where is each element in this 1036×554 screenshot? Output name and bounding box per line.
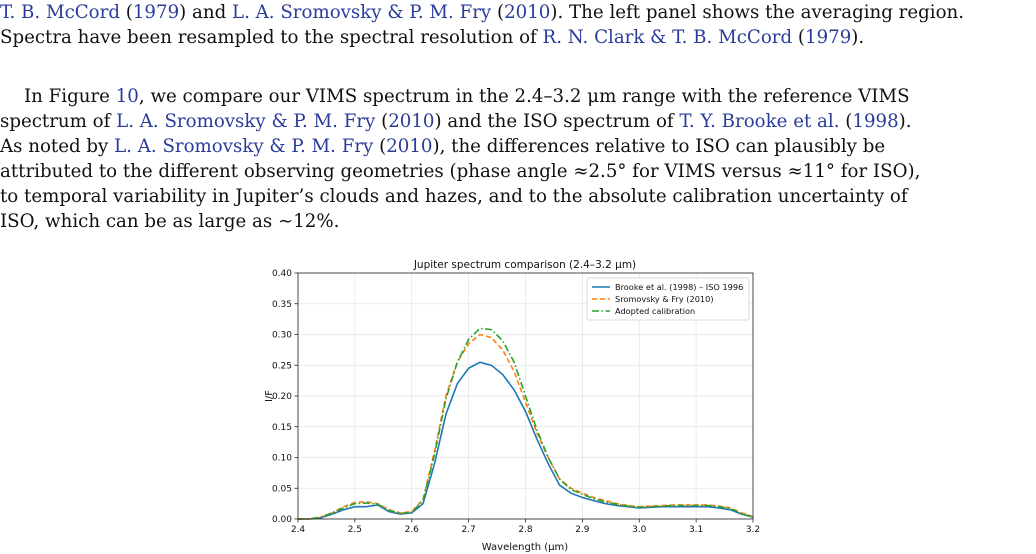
legend-box — [586, 277, 750, 321]
legend-label-3: Adopted calibration — [615, 306, 695, 316]
text-run: ). — [898, 111, 912, 132]
intro-line-1: T. B. McCord (1979) and L. A. Sromovsky … — [0, 0, 1030, 25]
text-run: ). The left panel shows the averaging re… — [550, 2, 965, 23]
text-run: ). — [851, 27, 865, 48]
text-run: to temporal variability in Jupiter’s clo… — [0, 186, 908, 207]
x-tick-label: 2.9 — [575, 525, 590, 535]
citation-link[interactable]: T. Y. Brooke et al. — [679, 111, 840, 132]
text-run: ) and — [179, 2, 233, 23]
text-run: ( — [839, 111, 853, 132]
body-line-6: ISO, which can be as large as ∼12%. — [0, 209, 1030, 234]
y-tick-label: 0.00 — [272, 515, 292, 525]
intro-line-2: Spectra have been resampled to the spect… — [0, 25, 1030, 50]
y-tick-label: 0.40 — [272, 269, 292, 279]
chart-ticks: 2.4 2.5 2.6 2.7 2.8 2.9 3.0 3.1 3.2 0.00 0.05 0.10 0… — [272, 269, 760, 535]
comparison-paragraph: In Figure 10, we compare our VIMS spectr… — [0, 84, 1030, 234]
citation-link[interactable]: 2010 — [386, 136, 433, 157]
citation-link[interactable]: 1979 — [132, 2, 180, 23]
legend-label-2: Sromovsky & Fry (2010) — [615, 294, 714, 304]
y-tick-label: 0.20 — [272, 392, 292, 402]
text-run: In Figure — [24, 86, 116, 107]
y-tick-label: 0.30 — [272, 331, 292, 341]
text-run: ISO, which can be as large as ∼12%. — [0, 211, 340, 232]
x-tick-label: 2.6 — [405, 525, 420, 535]
x-tick-label: 2.8 — [518, 525, 533, 535]
text-run: spectrum of — [0, 111, 117, 132]
x-tick-label: 2.4 — [291, 525, 306, 535]
body-line-2: spectrum of L. A. Sromovsky & P. M. Fry … — [0, 109, 1030, 134]
x-tick-label: 3.2 — [746, 525, 760, 535]
chart-legend: Brooke et al. (1998) – ISO 1996 Sromovsky… — [586, 277, 750, 321]
x-tick-label: 2.5 — [348, 525, 362, 535]
text-run: As noted by — [0, 136, 115, 157]
text-run: ( — [491, 2, 505, 23]
x-tick-label: 3.0 — [632, 525, 647, 535]
series-line-1 — [298, 361, 754, 520]
citation-link[interactable]: 2010 — [388, 111, 435, 132]
series-line-3 — [298, 327, 754, 520]
chart-series-lines — [298, 327, 754, 520]
citation-link[interactable]: 2010 — [504, 2, 551, 23]
y-axis-label: I/F — [264, 390, 275, 402]
x-axis-label: Wavelength (μm) — [482, 542, 569, 553]
citation-link[interactable]: T. B. McCord — [0, 2, 120, 23]
legend-label-1: Brooke et al. (1998) – ISO 1996 — [615, 282, 743, 292]
intro-paragraph: T. B. McCord (1979) and L. A. Sromovsky … — [0, 0, 1030, 50]
text-run: attributed to the different observing ge… — [0, 161, 921, 182]
body-line-1: In Figure 10, we compare our VIMS spectr… — [0, 84, 1030, 109]
y-tick-label: 0.05 — [272, 484, 292, 494]
y-tick-label: 0.25 — [272, 361, 292, 371]
citation-link[interactable]: L. A. Sromovsky & P. M. Fry — [116, 111, 376, 132]
text-run: ( — [373, 136, 387, 157]
x-tick-label: 3.1 — [689, 525, 703, 535]
citation-link[interactable]: L. A. Sromovsky & P. M. Fry — [114, 136, 374, 157]
text-run: , we compare our VIMS spectrum in the 2.… — [138, 86, 910, 107]
citation-link[interactable]: L. A. Sromovsky & P. M. Fry — [232, 2, 492, 23]
chart-title: Jupiter spectrum comparison (2.4–3.2 μm) — [413, 259, 636, 271]
y-tick-label: 0.10 — [272, 454, 292, 464]
citation-link[interactable]: 1979 — [805, 27, 852, 48]
text-run: ( — [792, 27, 805, 48]
citation-link[interactable]: R. N. Clark & T. B. McCord — [542, 27, 793, 48]
body-line-5: to temporal variability in Jupiter’s clo… — [0, 184, 1030, 209]
y-tick-label: 0.15 — [272, 423, 292, 433]
y-tick-label: 0.35 — [272, 300, 292, 310]
text-run: ), the differences relative to ISO can p… — [432, 136, 886, 157]
text-run: ( — [119, 2, 133, 23]
citation-link[interactable]: 1998 — [852, 111, 899, 132]
figure-10-chart: Jupiter spectrum comparison (2.4–3.2 μm)… — [264, 259, 760, 553]
body-line-3: As noted by L. A. Sromovsky & P. M. Fry … — [0, 134, 1030, 159]
text-run: ) and the ISO spectrum of — [434, 111, 680, 132]
x-tick-label: 2.7 — [461, 525, 475, 535]
text-run: ( — [375, 111, 389, 132]
body-line-4: attributed to the different observing ge… — [0, 159, 1030, 184]
text-run: Spectra have been resampled to the spect… — [0, 27, 543, 48]
citation-link[interactable]: 10 — [115, 86, 139, 107]
